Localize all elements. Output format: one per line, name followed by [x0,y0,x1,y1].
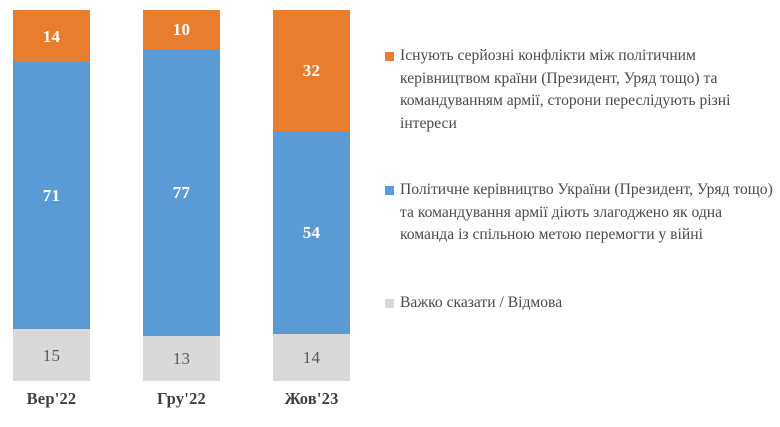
bar-segment-coordinated[interactable]: 77 [143,49,220,336]
bar-value-label: 15 [42,345,61,365]
bar-segment-conflict[interactable]: 14 [13,10,90,62]
legend-item-label: Важко сказати / Відмова [400,293,563,311]
bar-column-0[interactable]: 14 71 15 [13,10,90,381]
category-label-0: Вер'22 [26,389,77,408]
bar-column-1[interactable]: 10 77 13 [143,10,220,381]
bar-value-label: 14 [302,348,321,367]
bar-value-label: 32 [302,61,321,80]
bar-segment-conflict[interactable]: 10 [143,10,220,49]
legend-item-conflict[interactable]: Існують серйозні конфлікти між політични… [383,45,775,135]
bar-segment-conflict[interactable]: 32 [273,10,350,131]
chart-legend: Існують серйозні конфлікти між політични… [383,45,775,314]
bar-segment-hard-to-say[interactable]: 15 [13,329,90,381]
bar-value-label: 13 [172,349,191,368]
legend-item-hard-to-say[interactable]: Важко сказати / Відмова [383,292,775,315]
bar-segment-coordinated[interactable]: 54 [273,131,350,334]
bar-segment-hard-to-say[interactable]: 14 [273,334,350,381]
bar-segment-coordinated[interactable]: 71 [13,62,90,329]
bar-value-label: 54 [302,223,321,242]
bar-value-label: 10 [172,20,191,39]
bar-value-label: 71 [42,186,61,205]
bar-column-2[interactable]: 32 54 14 [273,10,350,381]
legend-item-label: Політичне керівництво України (Президент… [400,181,773,243]
bar-value-label: 77 [172,183,191,202]
category-label-1: Гру'22 [157,389,206,408]
bar-segment-hard-to-say[interactable]: 13 [143,336,220,381]
legend-swatch-icon [385,186,394,195]
category-label-2: Жов'23 [284,389,339,408]
legend-swatch-icon [385,52,394,61]
legend-item-label: Існують серйозні конфлікти між політични… [400,47,731,132]
legend-item-coordinated[interactable]: Політичне керівництво України (Президент… [383,179,775,247]
legend-swatch-icon [385,298,394,308]
bar-value-label: 14 [42,26,61,46]
plot-area: 14 71 15 Вер'22 10 77 13 Гру'22 [0,0,375,427]
